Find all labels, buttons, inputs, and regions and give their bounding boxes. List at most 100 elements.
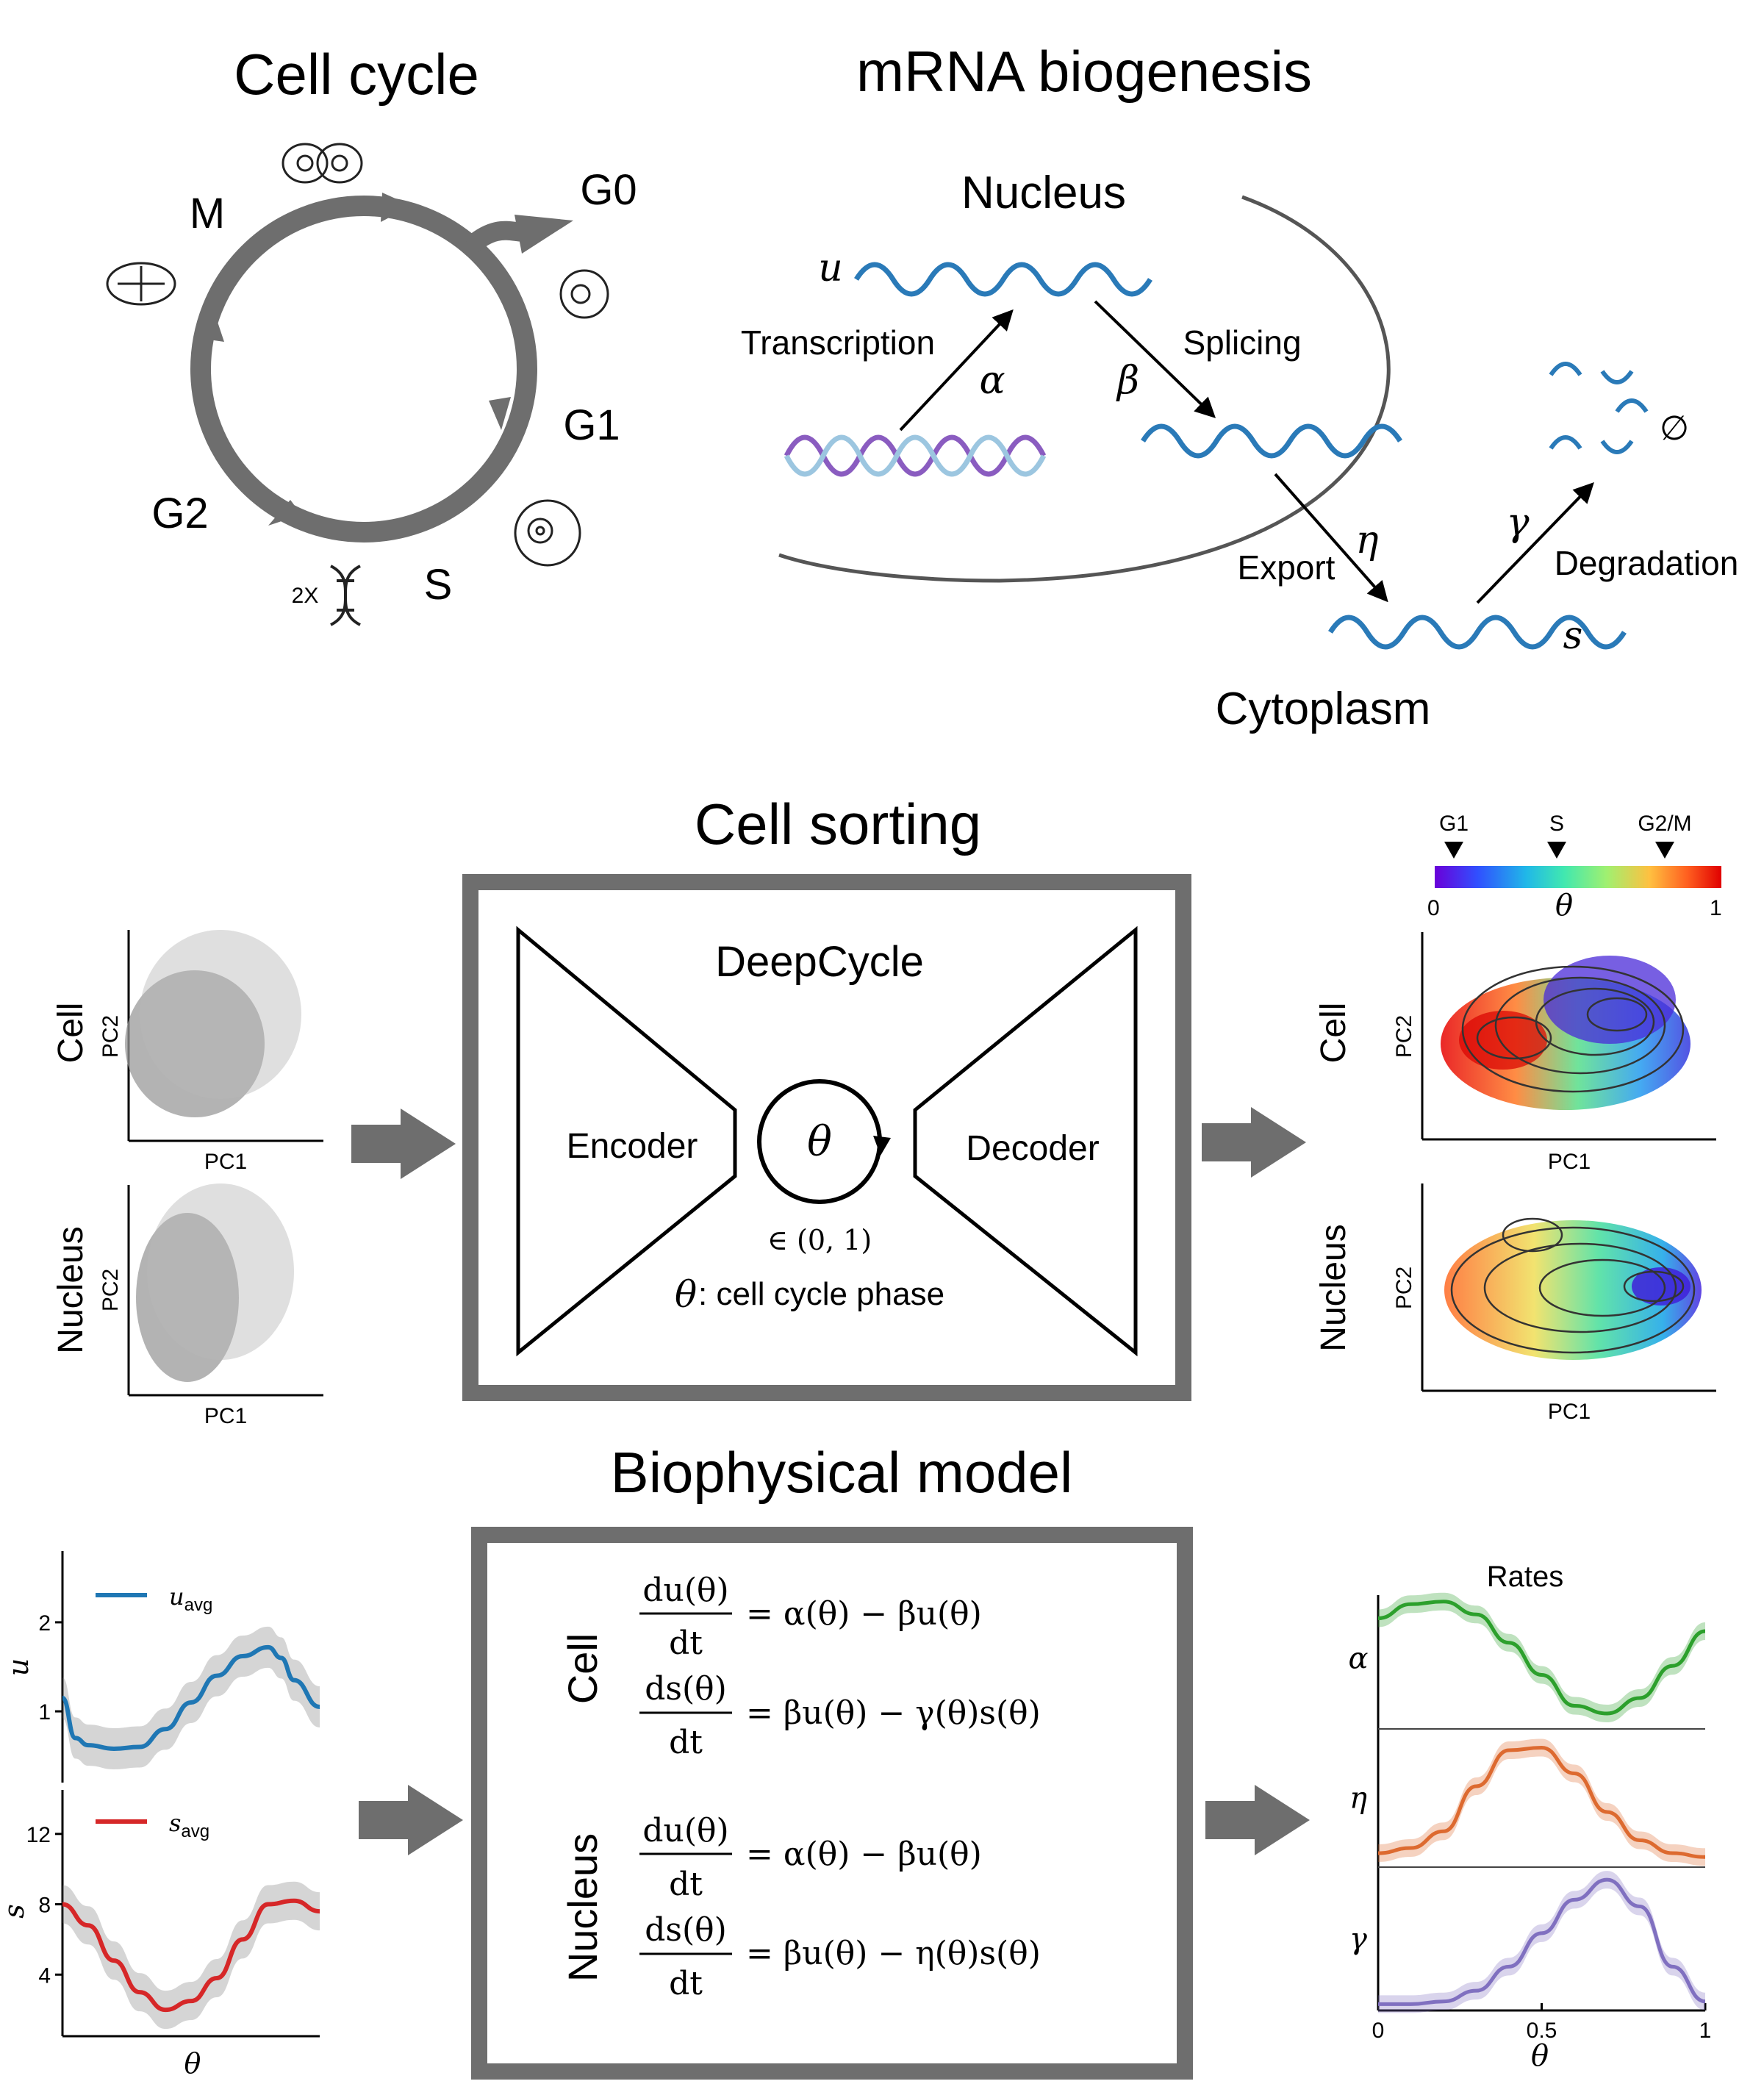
theta-range: ∈ (0, 1) [767,1224,872,1256]
deepcycle-label: DeepCycle [715,938,924,986]
legend-label: uavg [169,1583,212,1615]
y-tick-label: 4 [38,1963,51,1988]
x-axis-label: θ [1531,2039,1549,2073]
mrna-title: mRNA biogenesis [856,39,1312,104]
scatter-cloud [136,1213,239,1382]
x-axis-label: PC1 [1548,1400,1591,1424]
y-axis-label: PC2 [98,1015,123,1058]
eq-denominator: dt [669,1724,703,1761]
rate-confidence-band [1378,1592,1705,1722]
eq-numerator: ds(θ) [645,1911,727,1949]
legend-label: savg [169,1809,209,1841]
scatter-cloud [147,1183,294,1360]
flow-arrow-in [351,1109,456,1179]
spliced-rna-nucleus [1141,423,1402,459]
colorbar-max: 1 [1710,896,1722,920]
ring-chevron-icon [198,309,224,342]
dna-helix-icon [330,565,361,626]
flow-arrow-out [1205,1785,1310,1855]
encoder-label: Encoder [567,1127,698,1166]
gamma-symbol: γ [1506,501,1530,545]
dna-count-label: 2X [292,584,319,608]
rates-title: Rates [1487,1561,1564,1593]
encoder-shape [516,925,737,1357]
eq-denominator: dt [669,1965,703,2002]
s-chart: s θ 4 8 12 savg [0,1790,320,2080]
cell-sorting-title: Cell sorting [695,792,981,856]
dna-strand [784,434,1047,477]
density-contours [1450,1217,1696,1354]
transcription-label: Transcription [741,323,935,362]
marker-triangle-icon [1547,842,1566,859]
output-scatter-cell: PC1 PC2 Cell [1314,932,1716,1174]
splicing-label: Splicing [1183,323,1301,362]
mitosis-cell-icon [106,262,176,306]
cell-cycle-title: Cell cycle [234,42,479,107]
eq-rhs: = α(θ) − βu(θ) [746,1595,982,1633]
equation-nucleus-s: ds(θ) dt = βu(θ) − η(θ)s(θ) [639,1911,1041,2002]
u-avg-line [61,1644,320,1751]
x-tick-label: 0.5 [1527,2019,1557,2043]
phase-g0-label: G0 [580,166,637,214]
eq-denominator: dt [669,1866,703,1903]
y-tick-label: 2 [38,1611,51,1636]
spliced-rna-cytoplasm [1328,615,1627,650]
phase-scatter-cloud [1459,1011,1547,1070]
g0-arrowhead [514,215,573,254]
cell-equations-label: Cell [559,1633,606,1704]
rate-line [1377,1745,1706,1859]
x-axis-label: PC1 [204,1150,247,1174]
input-scatter-cell: PC1 PC2 Cell [51,930,323,1174]
theta-symbol-small: θ [675,1273,697,1316]
phase-description: : cell cycle phase [698,1276,944,1312]
scatter-cloud [125,970,265,1117]
x-axis-label: θ [184,2047,201,2080]
u-scatter-band [62,1626,320,1769]
row-label: Nucleus [51,1226,90,1353]
y-tick-label: 8 [38,1894,51,1918]
alpha-symbol: α [979,359,1005,403]
eq-rhs: = βu(θ) − η(θ)s(θ) [746,1935,1041,1972]
latent-rotation-icon [873,1136,891,1156]
model-box [471,1527,1193,2080]
flow-arrow-in [359,1785,463,1855]
rate-line [1378,1877,1706,2006]
nucleus-label: Nucleus [961,168,1126,218]
y-axis-label: PC2 [98,1269,123,1311]
degradation-label: Degradation [1555,544,1739,582]
nucleus-equations-label: Nucleus [559,1833,606,1982]
equation-cell-u: du(θ) dt = α(θ) − βu(θ) [639,1572,982,1662]
phase-scatter-cloud [1444,1220,1702,1360]
eq-denominator: dt [669,1625,703,1662]
eq-rhs: = α(θ) − βu(θ) [746,1836,982,1873]
input-scatter-nucleus: PC1 PC2 Nucleus [51,1183,323,1428]
ring-chevron-icon [381,193,412,222]
rates-chart: Rates θ 0 0.5 1 α η γ [1348,1561,1711,2073]
rate-series-label: α [1348,1642,1368,1676]
row-label: Cell [51,1003,90,1064]
eq-rhs: = βu(θ) − γ(θ)s(θ) [746,1694,1041,1732]
decoder-label: Decoder [966,1129,1099,1168]
y-tick-label: 12 [26,1823,51,1847]
eq-numerator: du(θ) [642,1572,728,1609]
g1-cell-icon [514,499,581,567]
density-contours [1461,965,1685,1093]
phase-g1-label: G1 [563,401,620,449]
x-tick-label: 0 [1372,2019,1385,2043]
splicing-arrow [1094,300,1216,418]
dna-strand [784,434,1047,477]
ring-chevron-icon [489,397,511,430]
cell-cycle-ring [190,196,537,542]
marker-s-label: S [1549,812,1564,836]
rate-series-label: η [1349,1782,1367,1816]
x-axis-label: PC1 [1548,1150,1591,1174]
marker-triangle-icon [1444,842,1463,859]
rate-series-label: γ [1349,1922,1367,1956]
x-axis-label: PC1 [204,1404,247,1428]
export-arrow [1274,473,1388,603]
x-tick-label: 1 [1699,2019,1712,2043]
row-label: Cell [1314,1003,1353,1064]
marker-g2m-label: G2/M [1638,812,1691,836]
u-chart: u 1 2 uavg [2,1551,320,1783]
theta-symbol: θ [807,1118,832,1166]
